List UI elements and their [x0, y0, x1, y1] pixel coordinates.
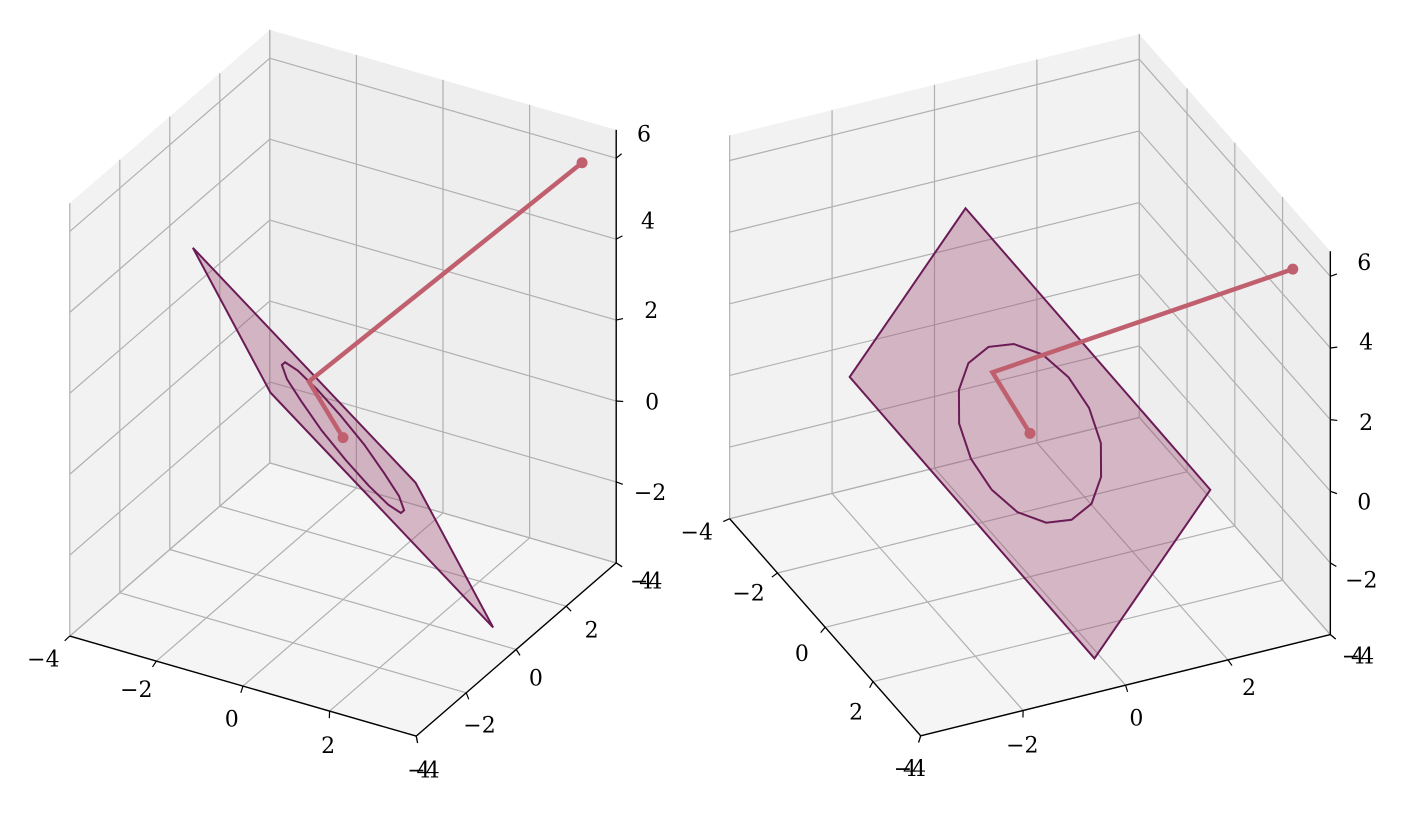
grid-line [219, 505, 567, 607]
tick-mark [918, 735, 922, 743]
y-tick-label: 4 [1351, 645, 1365, 670]
tick-mark [1330, 346, 1338, 349]
tick-mark [1330, 273, 1338, 277]
z-tick-label: 6 [637, 122, 651, 147]
z-tick-label: 0 [645, 390, 659, 415]
x-tick-label: 4 [903, 757, 917, 782]
x-tick-label: 4 [417, 758, 431, 783]
vector [305, 161, 584, 439]
tick-mark [415, 735, 419, 744]
tick-mark [615, 235, 623, 240]
grid-line [69, 462, 271, 637]
y-tick-label: −4 [894, 757, 926, 782]
x-tick-label: 0 [225, 707, 239, 732]
grid-line [119, 592, 467, 694]
tick-mark [1227, 659, 1233, 666]
tick-mark [1330, 562, 1337, 568]
x-tick-label: 2 [849, 700, 863, 725]
grid-line [1036, 442, 1229, 661]
grid-line [729, 130, 1140, 233]
tick-mark [1329, 634, 1337, 640]
tick-mark [616, 317, 624, 321]
grid-line [69, 57, 271, 232]
grid-line [934, 467, 1126, 686]
tick-mark [820, 626, 826, 634]
grid-line [269, 381, 617, 483]
grid-line [69, 138, 271, 313]
vector-endpoint [576, 157, 588, 169]
grid-line [269, 138, 617, 240]
x-tick-label: −2 [732, 581, 764, 606]
y-tick-label: −2 [1006, 733, 1038, 758]
tick-mark [616, 481, 623, 485]
vector-endpoint [1287, 263, 1299, 275]
axis-line [729, 518, 922, 737]
tick-mark [565, 605, 572, 612]
tick-mark [1124, 685, 1129, 693]
x-tick-label: −2 [120, 678, 152, 703]
x-tick-label: 2 [321, 734, 335, 759]
grid-line [729, 416, 1140, 520]
grid-line [269, 462, 617, 564]
tick-mark [771, 572, 778, 578]
y-tick-label: −2 [463, 713, 495, 738]
grid-line [1138, 345, 1331, 564]
z-tick-label: 2 [644, 299, 658, 324]
circle [280, 361, 406, 515]
grid-line [69, 381, 271, 556]
z-tick-label: −2 [1345, 568, 1377, 593]
grid-line [729, 273, 1140, 377]
tick-mark [1330, 419, 1338, 422]
z-tick-label: 2 [1359, 411, 1373, 436]
z-tick-label: −4 [630, 570, 662, 595]
z-tick-label: 4 [1359, 331, 1373, 356]
y-tick-label: 2 [585, 619, 599, 644]
grid-line [729, 345, 1140, 448]
grid-line [1138, 417, 1331, 635]
grid-line [269, 300, 617, 402]
axis-line [920, 633, 1331, 737]
grid-line [1138, 202, 1331, 421]
grid-line [169, 548, 517, 651]
z-tick-label: −4 [1342, 645, 1374, 670]
grid-line [1138, 58, 1331, 277]
y-tick-label: −4 [407, 758, 439, 783]
z-tick-label: 0 [1357, 490, 1371, 515]
y-tick-label: 4 [639, 570, 653, 595]
tick-mark [615, 562, 623, 568]
vector-endpoint [1024, 427, 1036, 439]
vector [989, 266, 1294, 435]
tick-mark [869, 681, 874, 689]
z-tick-label: −2 [634, 481, 666, 506]
grid-line [269, 57, 617, 159]
x-tick-label: −4 [681, 520, 713, 545]
tick-mark [465, 692, 470, 700]
vector-endpoint [337, 432, 349, 444]
grid-line [269, 219, 617, 321]
tick-mark [1330, 490, 1338, 495]
x-tick-label: −4 [27, 648, 59, 673]
circle [957, 342, 1103, 524]
grid-line [831, 493, 1024, 711]
grid-line [729, 58, 1140, 162]
y-tick-label: 0 [1129, 707, 1143, 732]
z-tick-label: 4 [641, 209, 655, 234]
tick-mark [64, 635, 71, 642]
tick-mark [240, 685, 244, 693]
x-tick-label: 0 [795, 642, 809, 667]
y-tick-label: 2 [1242, 676, 1256, 701]
tick-mark [151, 660, 157, 668]
y-tick-label: 0 [529, 667, 543, 692]
grid-line [69, 219, 271, 394]
tick-mark [515, 649, 521, 656]
tick-mark [615, 153, 622, 159]
tick-mark [723, 518, 730, 523]
z-tick-label: 6 [1357, 251, 1371, 276]
grid-line [1138, 130, 1331, 349]
